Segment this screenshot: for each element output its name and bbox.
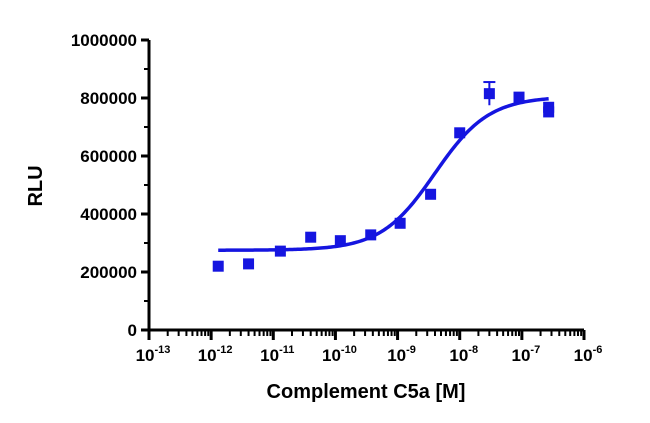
data-point (394, 217, 406, 229)
data-point (274, 245, 286, 257)
y-tick-label: 1000000 (71, 31, 137, 50)
x-tick-label: 10-6 (574, 344, 603, 365)
fit-curve (218, 97, 549, 252)
y-axis-title: RLU (25, 165, 47, 206)
data-point (454, 127, 466, 139)
y-tick-label: 600000 (80, 147, 137, 166)
axes (147, 40, 584, 332)
x-tick-label: 10-11 (260, 344, 294, 365)
y-tick-label: 400000 (80, 205, 137, 224)
data-point (334, 235, 346, 247)
x-tick-label: 10-9 (387, 344, 416, 365)
data-point (305, 231, 317, 243)
x-tick-label: 10-12 (198, 344, 233, 365)
data-point (513, 91, 525, 103)
y-tick-label: 800000 (80, 89, 137, 108)
ticks: 0 200000 400000 600000 800000 1000000 10-13 10-… (71, 31, 603, 365)
data-point (243, 258, 255, 270)
data-point (483, 88, 495, 100)
x-tick-label: 10-10 (322, 344, 357, 365)
data-point (543, 106, 555, 118)
fit-curve-layer (218, 97, 549, 252)
data-point (365, 229, 377, 241)
data-points-layer (212, 81, 555, 272)
data-point (212, 260, 224, 272)
y-tick-label: 200000 (80, 263, 137, 282)
y-tick-label: 0 (128, 321, 137, 340)
data-point (425, 188, 437, 200)
x-tick-label: 10-8 (449, 344, 478, 365)
x-axis-title: Complement C5a [M] (267, 381, 466, 403)
x-tick-label: 10-13 (136, 344, 171, 365)
x-tick-label: 10-7 (512, 344, 541, 365)
